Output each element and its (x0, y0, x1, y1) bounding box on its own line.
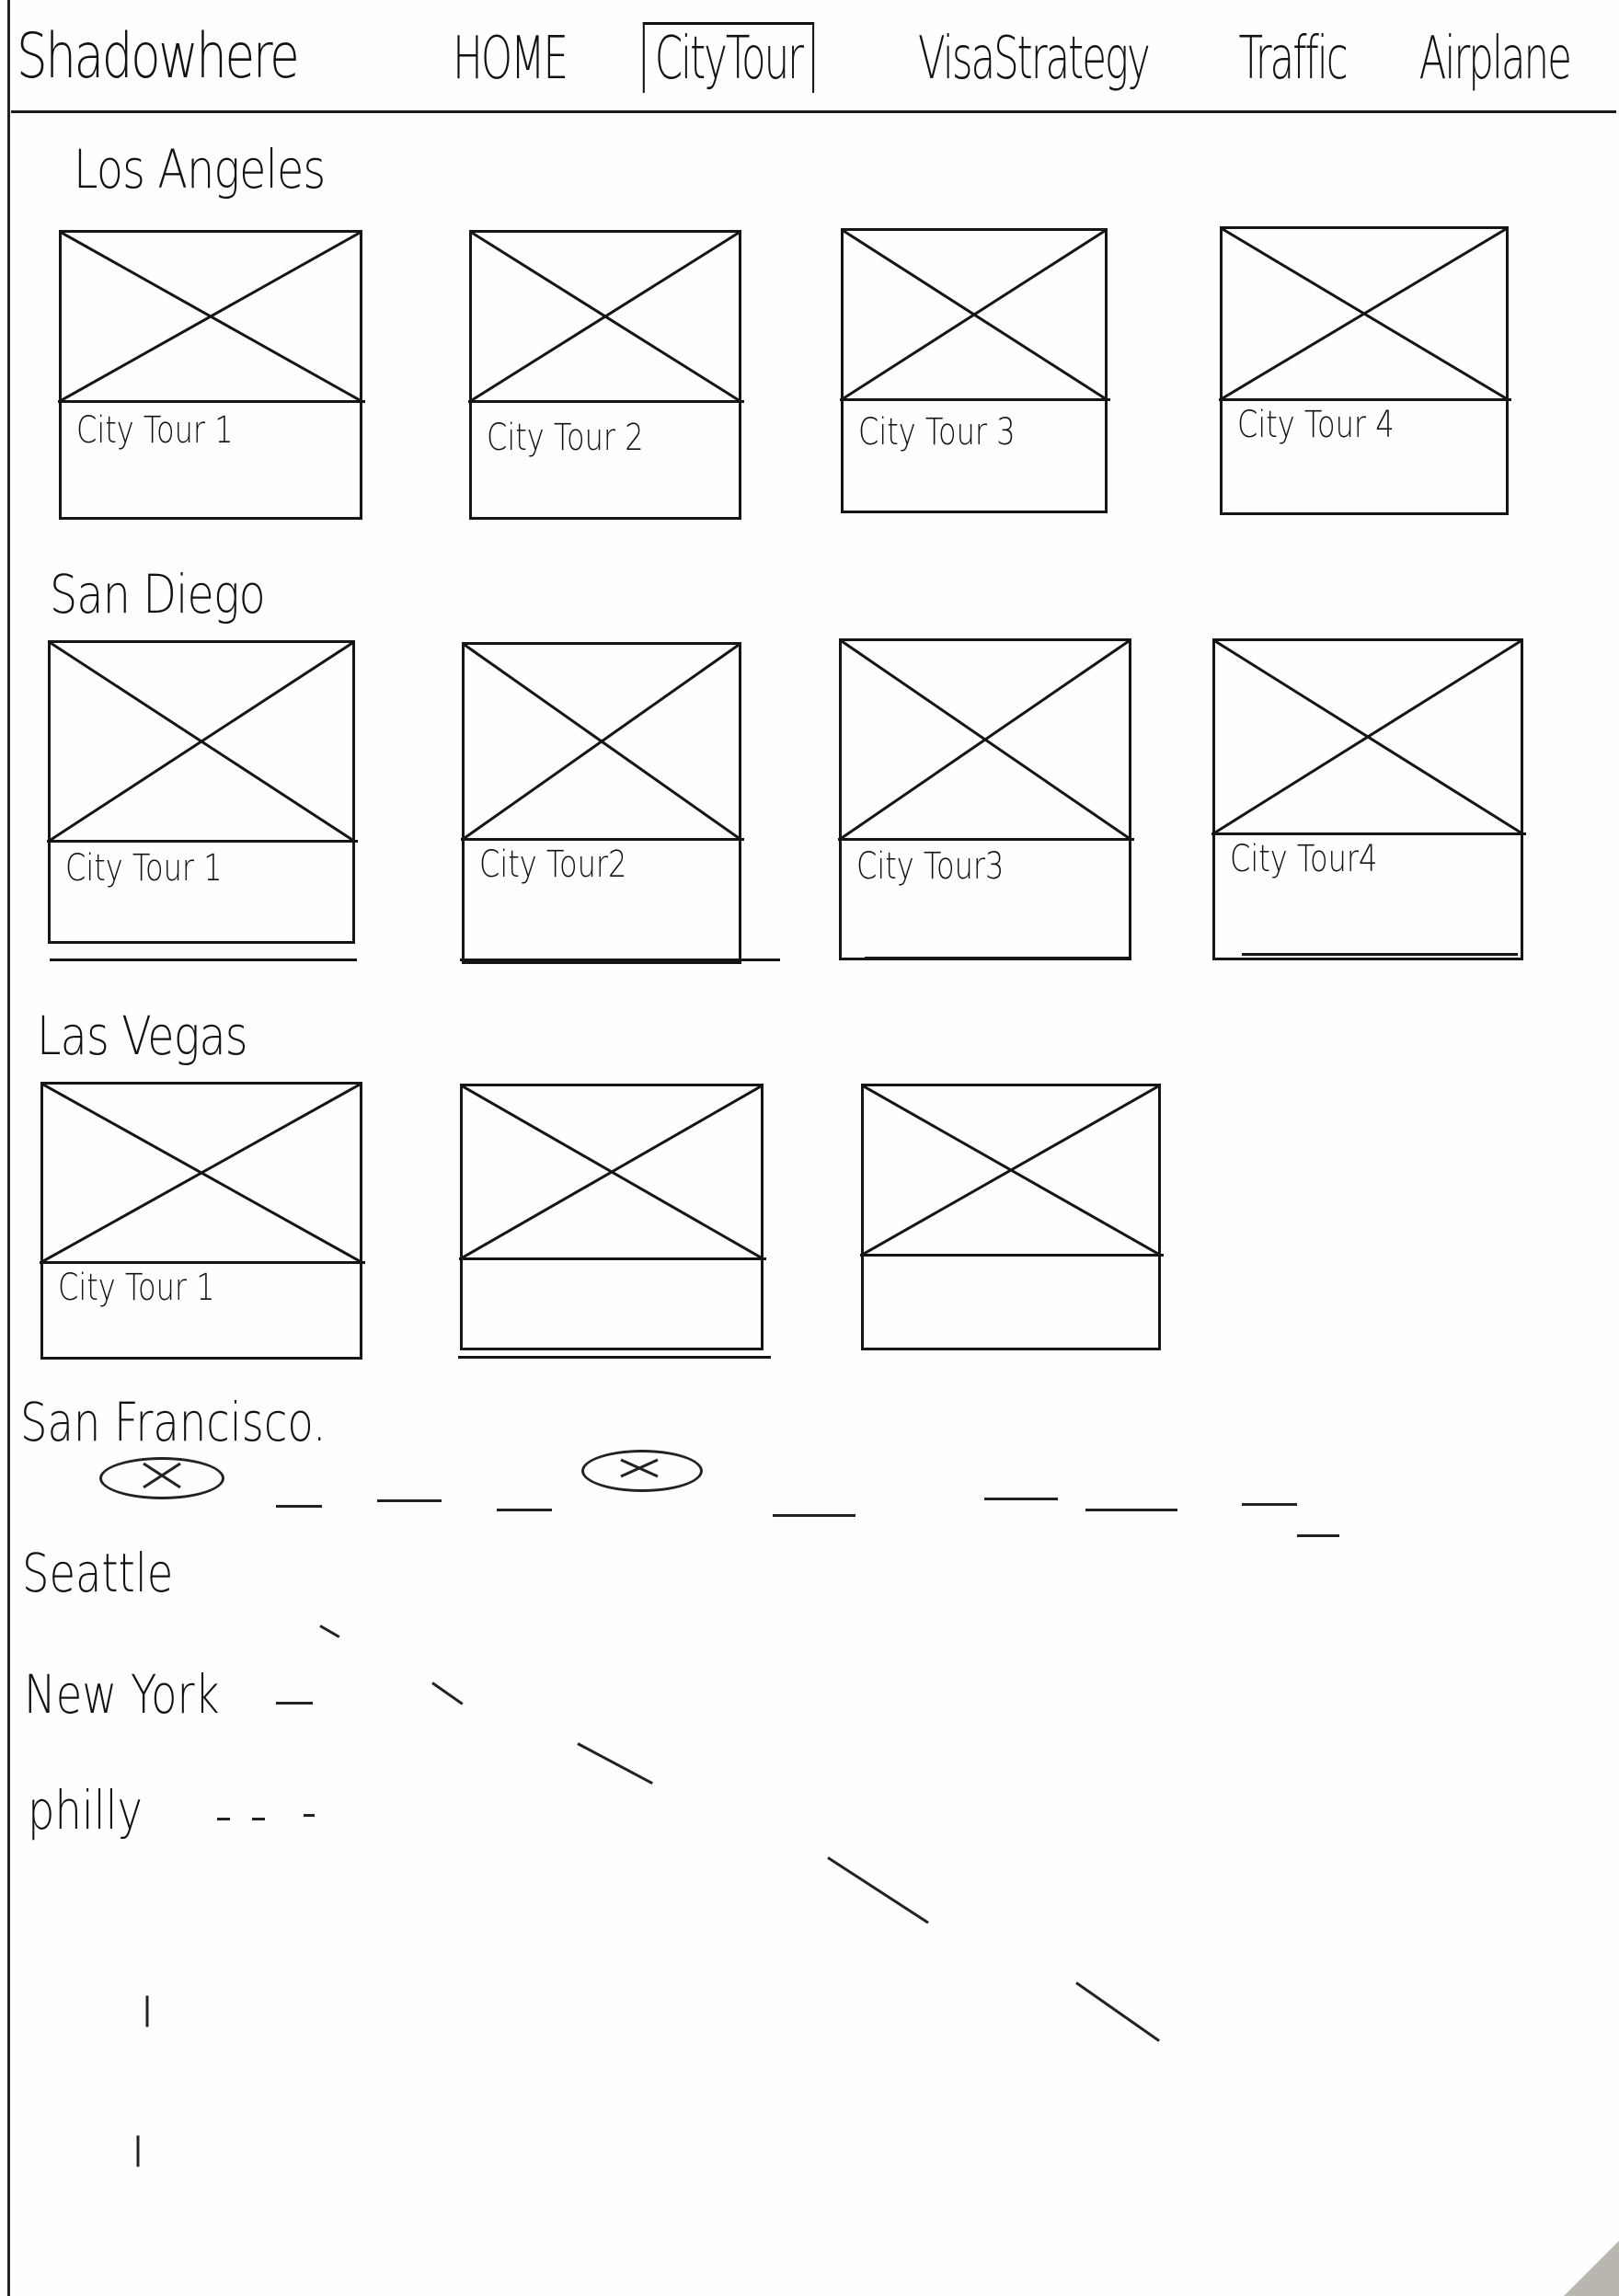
site-logo[interactable]: Shadowhere (17, 20, 300, 93)
sketch-dash (1297, 1534, 1339, 1537)
section-title-san-diego: San Diego (50, 563, 266, 626)
city-tour-card[interactable]: City Tour 1 (58, 230, 365, 520)
sketch-dash (217, 1818, 230, 1820)
card-label: City Tour3 (856, 845, 1005, 888)
city-row-san-francisco[interactable]: San Francisco. (20, 1391, 327, 1453)
city-row-philly[interactable]: philly (28, 1779, 143, 1842)
page-left-border (7, 0, 10, 2296)
sketch-dash (984, 1498, 1058, 1500)
card-label: City Tour 3 (858, 411, 1016, 453)
mini-card-placeholder[interactable] (581, 1450, 703, 1492)
sketch-dash (145, 1995, 149, 2027)
image-placeholder-icon (842, 641, 1129, 838)
city-tour-card[interactable]: City Tour2 (461, 642, 744, 964)
city-row-new-york[interactable]: New York (24, 1663, 220, 1726)
card-label: City Tour 4 (1237, 404, 1395, 446)
section-title-los-angeles: Los Angeles (74, 138, 326, 201)
card-divider (58, 400, 365, 403)
sketch-dash (1075, 1981, 1160, 2042)
nav-citytour[interactable]: CityTour (642, 22, 814, 93)
sketch-dash (827, 1856, 929, 1924)
nav-visastrategy[interactable]: VisaStrategy (917, 25, 1151, 93)
city-tour-card[interactable]: City Tour 3 (840, 228, 1110, 513)
city-tour-card[interactable]: City Tour 1 (40, 1082, 365, 1360)
city-tour-card[interactable]: City Tour 2 (468, 230, 744, 520)
city-tour-card[interactable]: City Tour 4 (1219, 226, 1511, 515)
card-label: City Tour 1 (76, 409, 234, 452)
city-row-seattle[interactable]: Seattle (22, 1542, 174, 1604)
city-tour-card[interactable] (459, 1084, 766, 1350)
card-divider (468, 400, 744, 403)
card-divider (860, 1254, 1164, 1257)
card-underline (865, 957, 1131, 959)
sketch-dash (431, 1682, 464, 1705)
card-divider (47, 840, 358, 843)
card-divider (459, 1257, 766, 1260)
image-placeholder-icon (51, 643, 352, 840)
card-divider (840, 398, 1110, 401)
sketch-dash (276, 1505, 322, 1508)
card-underline (50, 959, 357, 961)
card-divider (1219, 398, 1511, 401)
sketch-dash (497, 1509, 552, 1511)
card-label: City Tour4 (1230, 838, 1378, 880)
nav-traffic[interactable]: Traffic (1238, 25, 1349, 93)
image-placeholder-icon (844, 231, 1105, 398)
sketch-dash (577, 1742, 653, 1785)
sketch-dash (377, 1499, 442, 1502)
image-placeholder-icon (463, 1086, 761, 1257)
card-label: City Tour2 (479, 844, 627, 886)
sketch-dash (319, 1624, 340, 1638)
nav-airplane[interactable]: Airplane (1418, 25, 1571, 93)
image-placeholder-icon (864, 1086, 1158, 1254)
sketch-dash (136, 2135, 140, 2167)
image-placeholder-icon (43, 1085, 360, 1261)
sketch-dash (304, 1814, 315, 1817)
card-divider (1211, 832, 1526, 835)
image-placeholder-icon (465, 645, 739, 838)
sketch-dash (773, 1514, 855, 1517)
image-placeholder-icon (1223, 229, 1506, 398)
card-label: City Tour 1 (65, 847, 223, 890)
image-placeholder-icon (1215, 641, 1521, 832)
image-placeholder-icon (143, 1462, 181, 1489)
image-placeholder-icon (62, 233, 360, 400)
sketch-dash (252, 1818, 265, 1820)
city-tour-card[interactable]: City Tour3 (838, 638, 1134, 960)
image-placeholder-icon (620, 1458, 659, 1478)
card-underline (458, 1356, 771, 1359)
card-underline (460, 959, 780, 961)
nav-home[interactable]: HOME (452, 25, 568, 93)
main-nav: HOME CityTour VisaStrategy Traffic Airpl… (424, 22, 1607, 93)
card-divider (838, 838, 1134, 841)
site-header: Shadowhere HOME CityTour VisaStrategy Tr… (11, 0, 1616, 113)
card-divider (40, 1261, 365, 1264)
city-tour-card[interactable] (860, 1084, 1164, 1350)
card-label: City Tour 2 (487, 417, 644, 459)
paper-corner-fold (1564, 2241, 1619, 2296)
city-tour-card[interactable]: City Tour4 (1211, 638, 1526, 960)
city-tour-card[interactable]: City Tour 1 (47, 640, 358, 944)
image-placeholder-icon (472, 233, 739, 400)
sketch-dash (1242, 1503, 1297, 1506)
card-label: City Tour 1 (58, 1267, 215, 1309)
card-divider (461, 838, 744, 841)
mini-card-placeholder[interactable] (99, 1457, 224, 1499)
section-title-las-vegas: Las Vegas (37, 1004, 248, 1067)
sketch-dash (1085, 1509, 1177, 1511)
sketch-dash (276, 1702, 313, 1705)
card-underline (1242, 953, 1518, 956)
